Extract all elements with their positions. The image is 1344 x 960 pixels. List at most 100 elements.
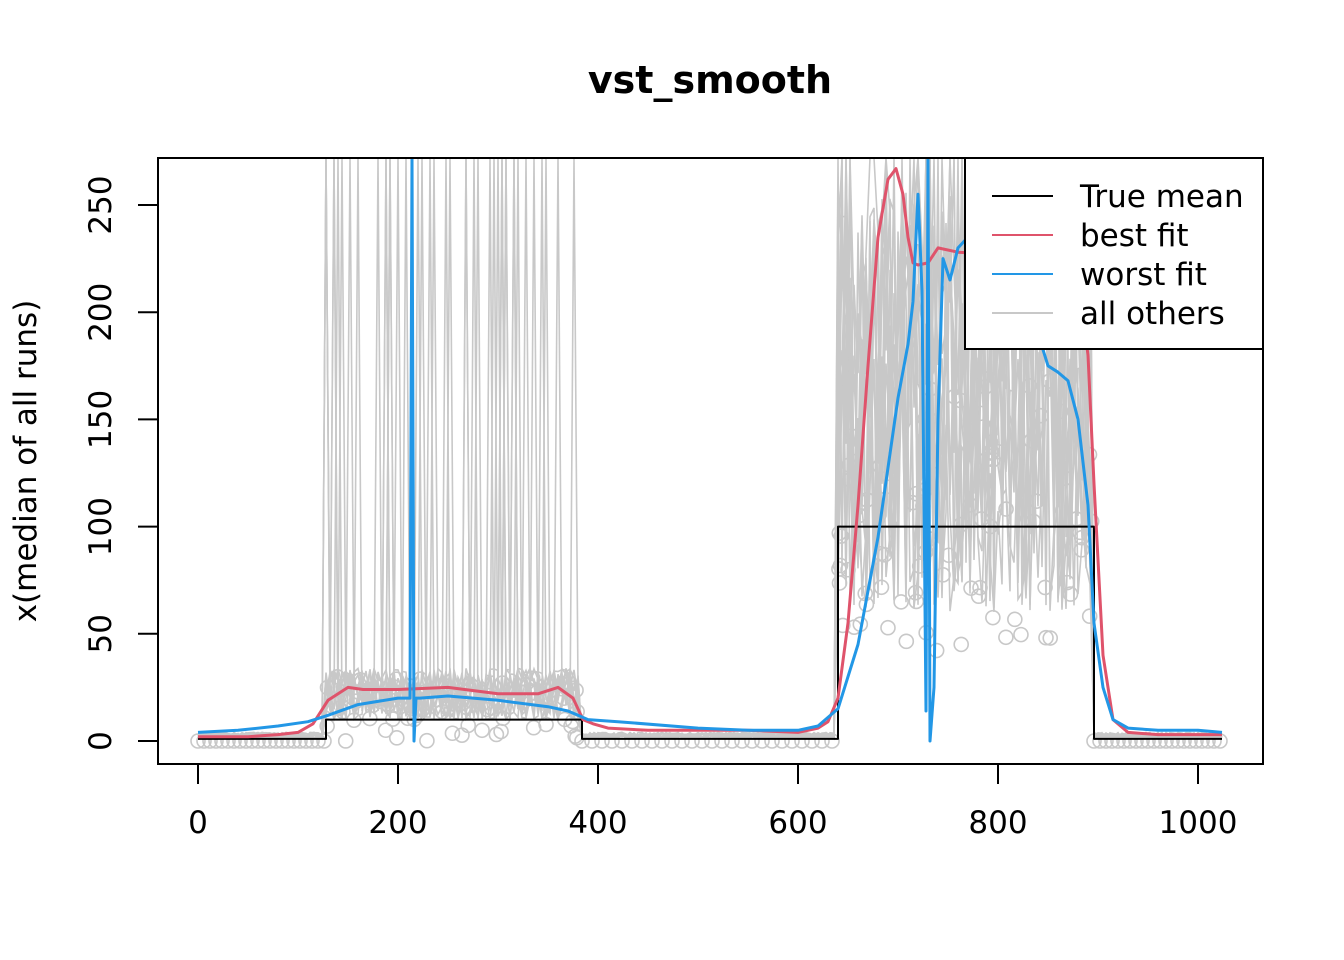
grey-run-point (337, 733, 354, 749)
x-tick-label: 200 (368, 805, 427, 841)
chart-title: vst_smooth (588, 58, 832, 102)
grey-run-point (190, 733, 206, 749)
grey-run-point (908, 593, 925, 610)
grey-run-point (1056, 470, 1073, 487)
y-axis-label: x(median of all runs) (8, 300, 44, 623)
grey-run-point (985, 609, 1001, 626)
grey-run-point (1059, 574, 1076, 591)
grey-run-point (1052, 403, 1069, 420)
grey-run-point (962, 497, 978, 513)
grey-run-point (794, 733, 810, 749)
grey-run-point (1062, 586, 1079, 602)
grey-run-point (244, 733, 260, 749)
grey-run-point (348, 693, 365, 709)
grey-run-point (460, 717, 477, 734)
grey-run-point (1023, 432, 1040, 449)
grey-run-point (1025, 513, 1042, 530)
grey-run-point (917, 411, 933, 427)
grey-run-point (250, 733, 266, 749)
grey-run-point (525, 719, 542, 736)
grey-run-point (744, 733, 760, 749)
grey-run-point (362, 710, 378, 727)
grey-run-point (953, 636, 969, 653)
grey-run-point (232, 733, 248, 749)
grey-run-point (1038, 629, 1054, 646)
grey-run-point (982, 434, 999, 451)
grey-run-point (304, 733, 320, 749)
grey-run-point (494, 675, 511, 691)
grey-run-point (1083, 513, 1100, 530)
grey-run-point (1021, 378, 1037, 394)
grey-run-point (982, 445, 999, 461)
grey-run-point (977, 379, 994, 395)
grey-run-point (419, 732, 435, 749)
grey-run-point (907, 584, 924, 601)
grey-run-point (479, 701, 496, 718)
grey-run-point (238, 733, 254, 749)
grey-run-point (764, 733, 780, 749)
grey-run-point (985, 451, 1001, 468)
grey-run-point (1041, 373, 1058, 389)
grey-run-point (836, 380, 853, 397)
grey-run-point (1007, 611, 1023, 628)
x-tick-label: 600 (768, 805, 827, 841)
grey-run-point (1072, 524, 1088, 541)
grey-run-point (474, 722, 490, 739)
grey-run-point (674, 733, 690, 749)
grey-run-point (814, 733, 830, 749)
y-tick-label: 150 (83, 390, 119, 449)
grey-run-point (972, 405, 989, 422)
grey-run-point (614, 733, 630, 749)
grey-run-point (975, 370, 992, 387)
grey-run-point (624, 733, 640, 749)
grey-run-point (310, 733, 326, 749)
grey-run-point (1092, 733, 1108, 749)
grey-run-point (734, 733, 750, 749)
grey-run-point (880, 619, 896, 636)
grey-run-point (1081, 608, 1098, 625)
grey-run-point (388, 730, 405, 746)
grey-run-point (1116, 733, 1132, 749)
grey-run-point (316, 733, 332, 749)
y-tick-label: 50 (83, 614, 119, 653)
grey-run-point (377, 722, 394, 739)
y-axis: 0 50 100 150 200 250 (83, 175, 159, 751)
legend-box (964, 157, 1264, 350)
legend-label: all others (1080, 296, 1225, 332)
grey-run-point (1013, 626, 1029, 643)
x-axis: 0 200 400 600 800 1000 (188, 763, 1237, 841)
grey-run-point (256, 733, 272, 749)
grey-run-point (644, 733, 660, 749)
y-tick-label: 100 (83, 497, 119, 556)
grey-run-point (1110, 733, 1126, 749)
worst-fit-line (197, 158, 1223, 743)
x-tick-label: 400 (568, 805, 627, 841)
grey-run-point (430, 677, 447, 694)
grey-run-point (953, 516, 969, 533)
grey-run-point (754, 733, 770, 749)
grey-run-point (524, 670, 541, 687)
grey-run-point (990, 443, 1006, 460)
grey-run-point (298, 733, 314, 749)
grey-run-point (214, 733, 230, 749)
grey-run-point (714, 733, 730, 749)
grey-run-point (1098, 733, 1114, 749)
grey-run-point (568, 729, 585, 746)
grey-run-point (876, 547, 893, 563)
grey-run-point (220, 733, 236, 749)
grey-run-point (859, 492, 875, 508)
grey-run-point (879, 438, 896, 454)
grey-run-point (403, 700, 419, 716)
grey-run-point (835, 617, 851, 634)
grey-run-point (898, 633, 915, 650)
grey-run-point (940, 547, 957, 564)
grey-run-point (350, 684, 366, 700)
grey-run-point (843, 428, 860, 444)
grey-run-point (1028, 493, 1045, 509)
grey-run-point (634, 733, 650, 749)
grey-run-point (488, 726, 505, 743)
grey-run-point (833, 528, 850, 544)
grey-run-point (208, 733, 224, 749)
grey-run-point (824, 733, 840, 749)
